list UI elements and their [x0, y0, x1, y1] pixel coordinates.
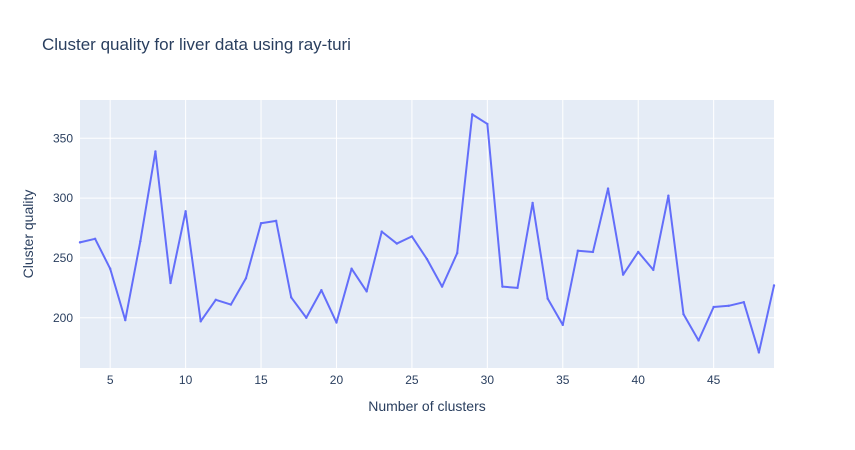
data-point [350, 267, 353, 270]
x-tick-label: 30 [481, 373, 495, 387]
data-point [290, 296, 293, 299]
data-point [772, 284, 776, 287]
data-point [440, 285, 444, 288]
y-axis-title: Cluster quality [20, 190, 36, 279]
data-point [682, 312, 685, 316]
data-point [93, 237, 97, 240]
y-axis-ticks: 200 250 300 350 [53, 131, 73, 324]
data-point [169, 281, 172, 285]
data-point [591, 250, 595, 254]
data-point [425, 257, 429, 261]
data-point [757, 351, 761, 354]
data-point [124, 318, 127, 322]
chart-title: Cluster quality for liver data using ray… [42, 35, 351, 54]
data-point [78, 241, 82, 244]
data-point [139, 239, 142, 243]
data-point [546, 297, 549, 300]
series-layer [78, 113, 776, 354]
data-point [727, 304, 730, 307]
x-tick-label: 20 [330, 373, 344, 387]
data-point [637, 250, 640, 254]
data-point [229, 303, 233, 306]
y-tick-label: 300 [53, 191, 73, 205]
data-point [486, 122, 489, 126]
data-point [380, 230, 383, 233]
data-point [621, 273, 625, 276]
data-point [742, 301, 746, 304]
data-point [606, 187, 610, 190]
x-axis-title: Number of clusters [368, 398, 485, 414]
data-point [667, 194, 670, 197]
data-point [259, 222, 263, 225]
x-tick-label: 15 [254, 373, 268, 387]
y-tick-label: 350 [53, 131, 73, 145]
data-point [274, 219, 278, 223]
data-point [471, 113, 474, 116]
x-tick-label: 45 [707, 373, 721, 387]
x-tick-label: 10 [179, 373, 193, 387]
data-point [395, 242, 399, 245]
x-tick-label: 25 [405, 373, 419, 387]
data-point [365, 290, 368, 293]
data-point [697, 339, 700, 342]
data-point [455, 251, 459, 255]
data-point [154, 150, 157, 153]
data-point [576, 249, 580, 252]
data-point [712, 305, 715, 309]
data-point [108, 267, 112, 270]
data-point [199, 320, 202, 323]
data-point [501, 285, 504, 288]
data-point [305, 316, 308, 319]
y-tick-label: 200 [53, 311, 73, 325]
data-point [516, 286, 519, 290]
x-tick-label: 5 [107, 373, 114, 387]
data-point [652, 268, 655, 272]
data-point [561, 323, 564, 327]
data-point [410, 235, 414, 238]
data-point [531, 201, 534, 205]
x-axis-ticks: 5 10 15 20 25 30 35 40 45 [107, 373, 721, 387]
x-tick-label: 35 [556, 373, 570, 387]
data-point [320, 289, 323, 292]
y-tick-label: 250 [53, 251, 73, 265]
plot-area-background [80, 100, 774, 368]
data-point [184, 210, 187, 213]
x-tick-label: 40 [632, 373, 646, 387]
data-point [335, 321, 338, 324]
grid-lines [80, 100, 774, 368]
data-point [244, 277, 248, 280]
data-point [214, 298, 217, 301]
